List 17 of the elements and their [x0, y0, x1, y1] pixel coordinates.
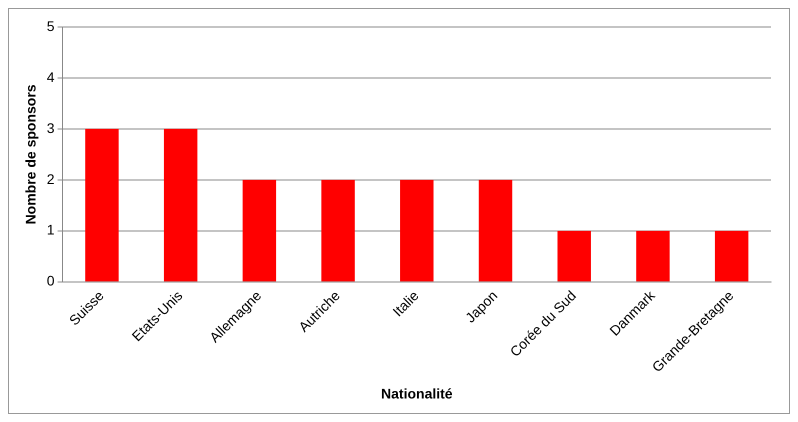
- bar: [400, 180, 434, 282]
- y-tick-label: 1: [46, 222, 55, 238]
- bar: [557, 230, 591, 282]
- y-tick-label: 3: [46, 120, 55, 136]
- bar: [714, 230, 748, 282]
- bar: [478, 180, 512, 282]
- bar: [321, 180, 355, 282]
- bar: [242, 180, 276, 282]
- x-axis-title: Nationalité: [381, 385, 453, 402]
- y-tick-label: 0: [46, 272, 55, 289]
- y-tick-label: 4: [46, 68, 55, 85]
- bar: [636, 230, 670, 282]
- y-axis-title: Nombre de sponsors: [22, 84, 38, 224]
- y-tick-label: 5: [46, 18, 55, 34]
- y-tick-label: 2: [46, 170, 55, 187]
- bar: [164, 128, 198, 282]
- bar: [85, 128, 119, 282]
